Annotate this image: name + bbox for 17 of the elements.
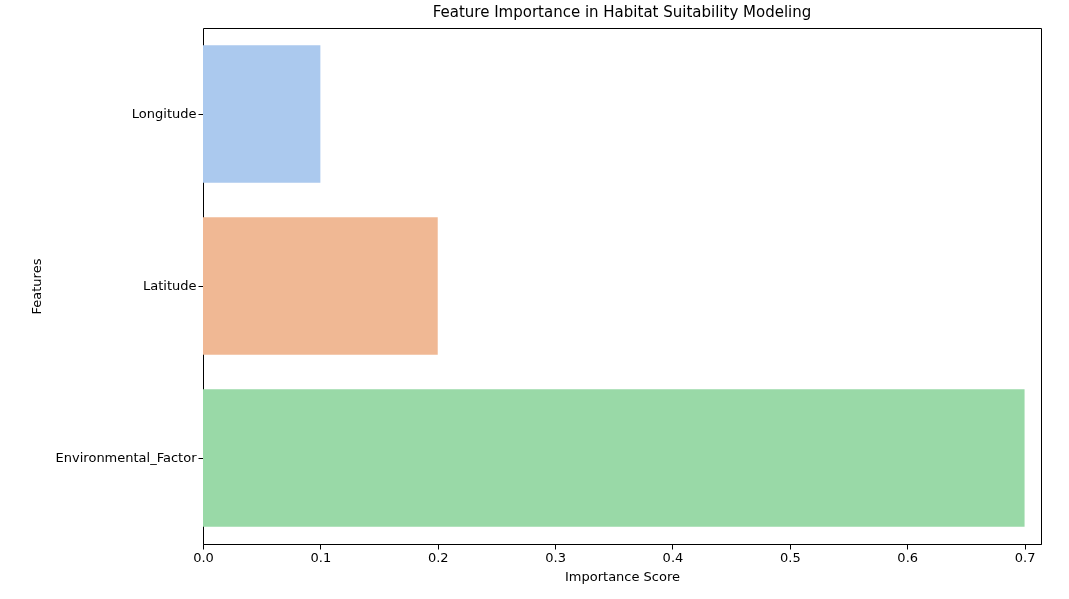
y-tick-label: Environmental_Factor <box>55 450 198 465</box>
x-tick-label: 0.4 <box>662 549 684 565</box>
bar <box>203 217 438 355</box>
x-tick-label: 0.1 <box>310 549 332 565</box>
x-tick-label: 0.0 <box>193 549 214 565</box>
x-tick-label: 0.5 <box>779 549 801 565</box>
chart-title: Feature Importance in Habitat Suitability Modeling <box>432 3 812 21</box>
x-axis-title: Importance Score <box>564 568 681 584</box>
y-axis-title: Features <box>28 258 44 315</box>
y-tick-label: Longitude <box>131 106 197 121</box>
x-tick-label: 0.3 <box>545 549 566 565</box>
x-tick-label: 0.2 <box>427 549 449 565</box>
x-tick-label: 0.6 <box>897 549 919 565</box>
x-tick-label: 0.7 <box>1014 549 1036 565</box>
y-tick-label: Latitude <box>142 278 197 293</box>
bar <box>203 389 1025 527</box>
bar <box>203 45 321 183</box>
